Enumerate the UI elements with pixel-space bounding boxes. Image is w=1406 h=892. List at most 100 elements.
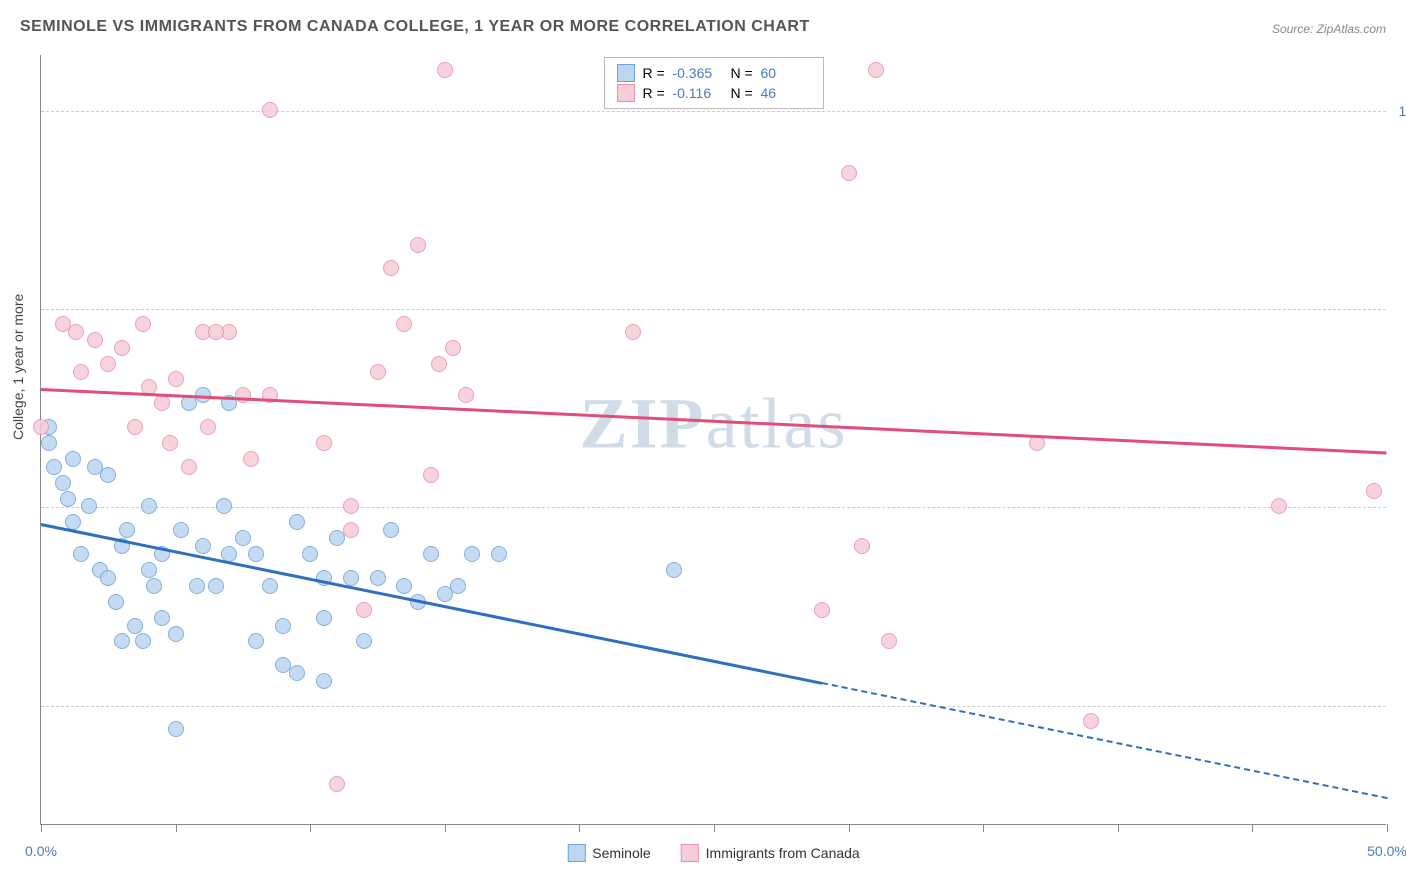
scatter-point xyxy=(814,602,830,618)
scatter-point xyxy=(248,546,264,562)
scatter-point xyxy=(868,62,884,78)
scatter-point xyxy=(154,395,170,411)
scatter-point xyxy=(168,371,184,387)
scatter-point xyxy=(65,451,81,467)
scatter-point xyxy=(881,633,897,649)
trend-line-dashed xyxy=(821,682,1387,799)
x-tick xyxy=(849,824,850,832)
scatter-point xyxy=(208,324,224,340)
legend-n: N = 60 xyxy=(731,65,811,81)
x-tick xyxy=(579,824,580,832)
legend-swatch xyxy=(617,64,635,82)
legend-item: Immigrants from Canada xyxy=(681,844,860,862)
gridline xyxy=(41,111,1386,112)
scatter-point xyxy=(445,340,461,356)
chart-plot-area: ZIPatlas R = -0.365N = 60R = -0.116N = 4… xyxy=(40,55,1386,825)
scatter-point xyxy=(450,578,466,594)
legend-r: R = -0.116 xyxy=(643,85,723,101)
scatter-point xyxy=(423,467,439,483)
scatter-point xyxy=(141,498,157,514)
scatter-point xyxy=(370,570,386,586)
scatter-point xyxy=(666,562,682,578)
x-tick xyxy=(1118,824,1119,832)
scatter-point xyxy=(168,626,184,642)
scatter-point xyxy=(181,459,197,475)
y-axis-label: College, 1 year or more xyxy=(10,294,26,440)
scatter-point xyxy=(154,610,170,626)
scatter-point xyxy=(195,538,211,554)
trend-line xyxy=(41,388,1387,454)
scatter-point xyxy=(841,165,857,181)
scatter-point xyxy=(135,633,151,649)
scatter-point xyxy=(114,340,130,356)
gridline xyxy=(41,706,1386,707)
legend-swatch xyxy=(617,84,635,102)
correlation-legend: R = -0.365 N = 60 R = -0.116 N = 46 xyxy=(604,57,824,109)
scatter-point xyxy=(625,324,641,340)
scatter-point xyxy=(100,467,116,483)
scatter-point xyxy=(383,522,399,538)
scatter-point xyxy=(356,633,372,649)
scatter-point xyxy=(1083,713,1099,729)
scatter-point xyxy=(370,364,386,380)
scatter-point xyxy=(216,498,232,514)
scatter-point xyxy=(343,522,359,538)
x-tick xyxy=(445,824,446,832)
scatter-point xyxy=(431,356,447,372)
scatter-point xyxy=(60,491,76,507)
x-tick xyxy=(1252,824,1253,832)
x-tick xyxy=(41,824,42,832)
legend-row: R = -0.116 N = 46 xyxy=(617,83,811,103)
scatter-point xyxy=(262,102,278,118)
scatter-point xyxy=(100,356,116,372)
y-tick-label: 100.0% xyxy=(1399,103,1406,119)
scatter-point xyxy=(343,498,359,514)
scatter-point xyxy=(108,594,124,610)
legend-swatch xyxy=(567,844,585,862)
legend-label: Immigrants from Canada xyxy=(706,845,860,861)
scatter-point xyxy=(127,419,143,435)
legend-swatch xyxy=(681,844,699,862)
scatter-point xyxy=(146,578,162,594)
scatter-point xyxy=(356,602,372,618)
scatter-point xyxy=(73,364,89,380)
scatter-point xyxy=(383,260,399,276)
scatter-point xyxy=(289,665,305,681)
scatter-point xyxy=(396,316,412,332)
x-tick xyxy=(714,824,715,832)
legend-n: N = 46 xyxy=(731,85,811,101)
source-label: Source: ZipAtlas.com xyxy=(1272,22,1386,36)
scatter-point xyxy=(302,546,318,562)
chart-title: SEMINOLE VS IMMIGRANTS FROM CANADA COLLE… xyxy=(20,18,810,36)
scatter-point xyxy=(1271,498,1287,514)
scatter-point xyxy=(437,62,453,78)
scatter-point xyxy=(127,618,143,634)
x-tick-label: 0.0% xyxy=(25,843,57,859)
scatter-point xyxy=(119,522,135,538)
scatter-point xyxy=(491,546,507,562)
gridline xyxy=(41,507,1386,508)
scatter-point xyxy=(343,570,359,586)
legend-row: R = -0.365 N = 60 xyxy=(617,63,811,83)
scatter-point xyxy=(162,435,178,451)
scatter-point xyxy=(200,419,216,435)
scatter-point xyxy=(33,419,49,435)
scatter-point xyxy=(141,562,157,578)
scatter-point xyxy=(243,451,259,467)
scatter-point xyxy=(316,610,332,626)
scatter-point xyxy=(289,514,305,530)
scatter-point xyxy=(208,578,224,594)
scatter-point xyxy=(235,387,251,403)
scatter-point xyxy=(189,578,205,594)
gridline xyxy=(41,309,1386,310)
scatter-point xyxy=(248,633,264,649)
scatter-point xyxy=(235,530,251,546)
scatter-point xyxy=(100,570,116,586)
legend-r: R = -0.365 xyxy=(643,65,723,81)
scatter-point xyxy=(854,538,870,554)
scatter-point xyxy=(68,324,84,340)
scatter-point xyxy=(173,522,189,538)
scatter-point xyxy=(81,498,97,514)
scatter-point xyxy=(316,673,332,689)
scatter-point xyxy=(46,459,62,475)
